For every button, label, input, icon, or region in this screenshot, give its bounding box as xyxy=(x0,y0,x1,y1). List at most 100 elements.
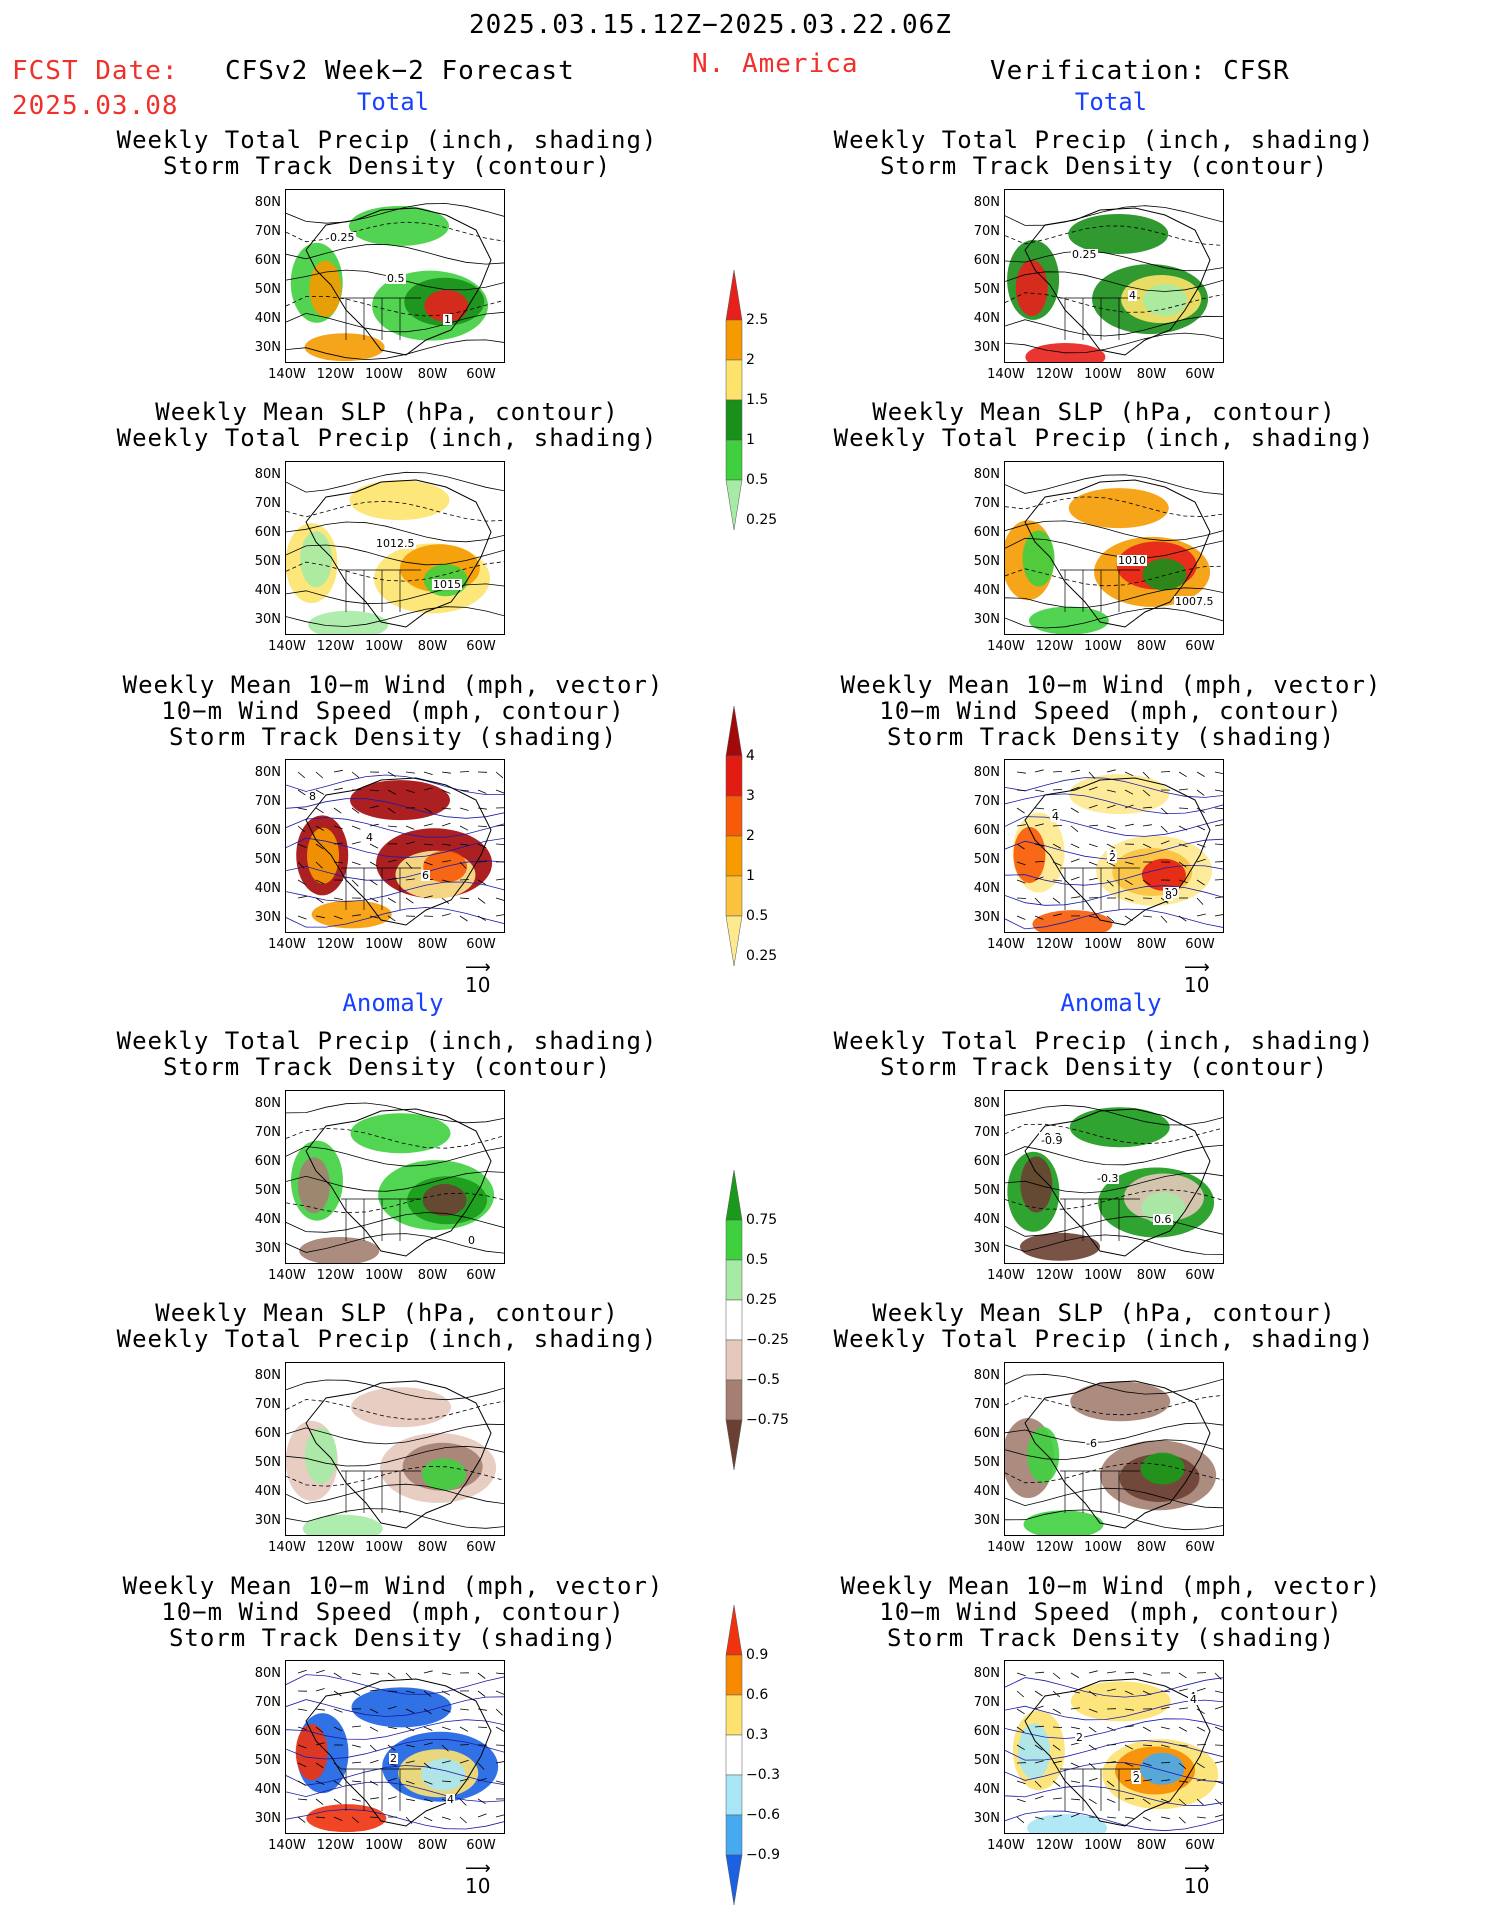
wind-vector xyxy=(1142,1690,1152,1696)
contour-line xyxy=(1005,1487,1223,1509)
wind-vector xyxy=(1106,915,1115,923)
colorbar-label: 1.5 xyxy=(746,392,769,408)
wind-vector xyxy=(1016,1744,1025,1751)
wind-vector xyxy=(423,1670,433,1674)
wind-vector xyxy=(1196,913,1206,917)
wind-vector xyxy=(351,1816,360,1824)
lon-label: 60W xyxy=(466,639,496,654)
fc-total-slp-map: 1012.5 1015 xyxy=(285,461,505,635)
wind-vector xyxy=(1178,879,1188,884)
shading-blob xyxy=(1068,488,1169,529)
lat-label: 70N xyxy=(973,794,1000,809)
fcst-date-label: FCST Date: xyxy=(12,56,179,86)
wind-vector xyxy=(1178,1744,1188,1747)
wind-vector xyxy=(1070,1798,1081,1801)
wind-vector xyxy=(441,807,451,810)
colorbar-label: 0.25 xyxy=(746,948,778,964)
wind-vector xyxy=(1124,1725,1134,1728)
wind-vector xyxy=(423,787,433,791)
wind-vector xyxy=(333,1780,342,1787)
vf-total-wind-map-field xyxy=(1005,769,1223,932)
lon-label: 100W xyxy=(1084,1268,1122,1283)
wind-vector xyxy=(387,1706,397,1710)
shading-blob xyxy=(1018,1723,1051,1780)
wind-vector xyxy=(1196,1816,1206,1819)
fc-anom-precip-map: 0 xyxy=(285,1090,505,1264)
shading-blob xyxy=(422,1183,467,1216)
wind-vector xyxy=(441,879,451,883)
lon-label: 100W xyxy=(1084,639,1122,654)
fc-total-slp-title-line-2: Weekly Total Precip (inch, shading) xyxy=(116,424,658,452)
colorbar-swatch xyxy=(725,1774,743,1816)
shading-blob xyxy=(1032,910,1113,932)
shading-blob xyxy=(1140,1752,1185,1785)
wind-vector xyxy=(1106,1816,1116,1819)
contour-line xyxy=(286,1483,504,1505)
shading-blob xyxy=(297,1157,330,1214)
lat-label: 50N xyxy=(254,1183,281,1198)
wind-vector xyxy=(333,1690,342,1697)
lat-label: 60N xyxy=(254,1154,281,1169)
shading-blob xyxy=(300,531,333,588)
lon-label: 120W xyxy=(1035,367,1074,382)
wind-vector xyxy=(405,1708,415,1714)
lon-label: 100W xyxy=(1084,367,1122,382)
wind-vector xyxy=(1070,1707,1080,1710)
lon-label: 120W xyxy=(1035,937,1074,952)
wind-vector xyxy=(1214,1814,1223,1818)
wind-vector xyxy=(1142,824,1152,827)
wind-vector xyxy=(1106,1761,1116,1764)
wind-vector xyxy=(315,1762,324,1769)
vf-anom-wind-map-field xyxy=(1005,1670,1223,1833)
lat-label: 80N xyxy=(254,1368,281,1383)
wind-vector xyxy=(315,1726,324,1734)
lat-label: 60N xyxy=(973,823,1000,838)
wind-vector xyxy=(459,1744,470,1746)
fc-anom-slp-title-line-1: Weekly Mean SLP (hPa, contour) xyxy=(155,1299,619,1327)
wind-vector xyxy=(333,807,342,814)
wind-vector xyxy=(459,915,468,922)
wind-vector xyxy=(1088,824,1099,827)
wind-vector xyxy=(1214,1726,1223,1731)
colorbar-label: 0.5 xyxy=(746,1252,769,1268)
lat-label: 70N xyxy=(254,1695,281,1710)
vector-reference-value: 10 xyxy=(1184,973,1210,997)
wind-vector xyxy=(1088,915,1098,919)
colorbar-label: 0.9 xyxy=(746,1647,769,1663)
lat-label: 80N xyxy=(973,1368,1000,1383)
wind-vector xyxy=(333,825,343,830)
wind-vector xyxy=(369,915,379,919)
wind-vector xyxy=(1106,879,1114,887)
shading-blob xyxy=(1142,558,1187,591)
contour-label: 4 xyxy=(1189,1693,1198,1706)
contour-line xyxy=(1005,1189,1223,1210)
lon-label: 100W xyxy=(365,937,403,952)
contour-label: 4 xyxy=(1051,810,1060,823)
contour-line xyxy=(286,1127,504,1149)
wind-vector xyxy=(423,1816,433,1822)
contour-label: 2 xyxy=(1075,1731,1084,1744)
verification-total-label: Total xyxy=(1074,88,1148,116)
lat-label: 50N xyxy=(973,282,1000,297)
wind-vector xyxy=(495,1780,504,1784)
wind-vector xyxy=(1178,825,1188,831)
wind-vector xyxy=(477,843,487,849)
contour-line xyxy=(1005,271,1223,292)
wind-vector xyxy=(405,1798,415,1802)
wind-vector xyxy=(405,1690,415,1694)
wind-vector xyxy=(459,879,470,881)
wind-vector xyxy=(1016,1690,1025,1698)
wind-vector xyxy=(1106,1780,1115,1787)
lon-label: 80W xyxy=(1136,937,1167,952)
wind-vector xyxy=(1124,823,1134,827)
wind-vector xyxy=(1142,879,1151,886)
wind-vector xyxy=(1070,1690,1080,1694)
colorbar-swatch xyxy=(725,269,743,321)
lon-label: 140W xyxy=(987,1838,1025,1853)
wind-vector xyxy=(1160,840,1170,845)
colorbar-swatch xyxy=(725,1169,743,1221)
contour-line xyxy=(1005,520,1223,542)
vector-reference-arrow: ⟶ xyxy=(1184,1858,1210,1879)
wind-vector xyxy=(1178,1780,1188,1783)
wind-vector xyxy=(1070,786,1080,791)
